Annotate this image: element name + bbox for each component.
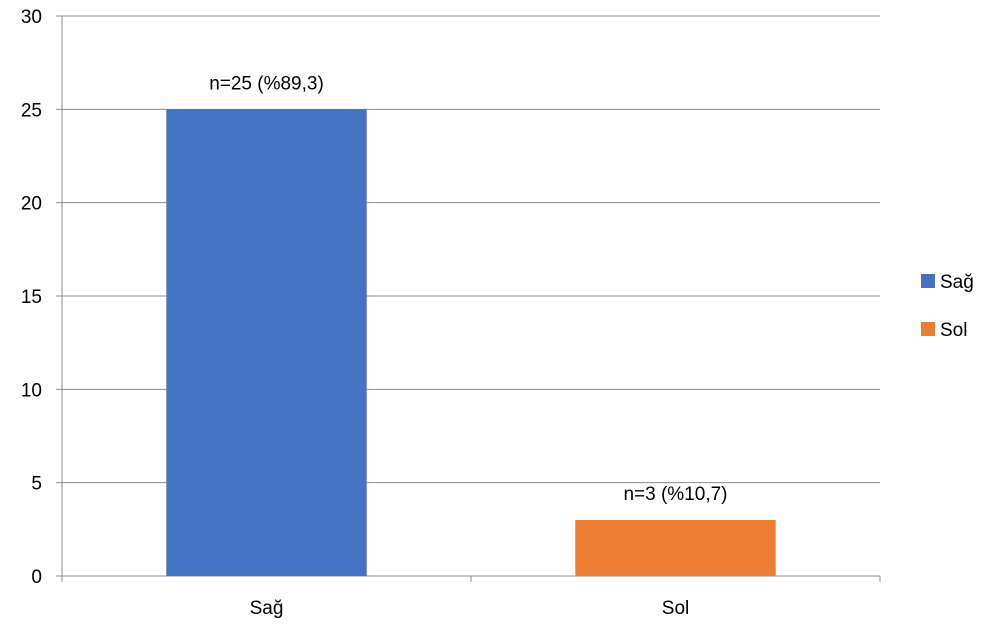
y-tick-label: 15	[21, 287, 42, 308]
legend: Sağ Sol	[921, 272, 974, 341]
y-tick-label: 0	[31, 567, 42, 588]
bar-1	[166, 109, 367, 576]
data-labels: n=25 (%89,3) n=3 (%10,7)	[209, 73, 727, 505]
legend-label-2: Sol	[940, 320, 967, 341]
y-tick-label: 10	[21, 380, 42, 401]
data-label-2: n=3 (%10,7)	[623, 484, 727, 505]
y-tick-label: 5	[31, 474, 42, 495]
legend-swatch-1	[921, 274, 935, 288]
legend-swatch-2	[921, 322, 935, 336]
legend-label-1: Sağ	[940, 272, 974, 293]
x-category-label-1: Sağ	[250, 598, 284, 619]
bars	[166, 109, 776, 576]
y-tick-label: 20	[21, 194, 42, 215]
x-category-label-2: Sol	[662, 598, 689, 619]
bar-2	[575, 520, 776, 576]
data-label-1: n=25 (%89,3)	[209, 73, 324, 94]
y-tick-label: 30	[21, 7, 42, 28]
y-tick-label: 25	[21, 100, 42, 121]
